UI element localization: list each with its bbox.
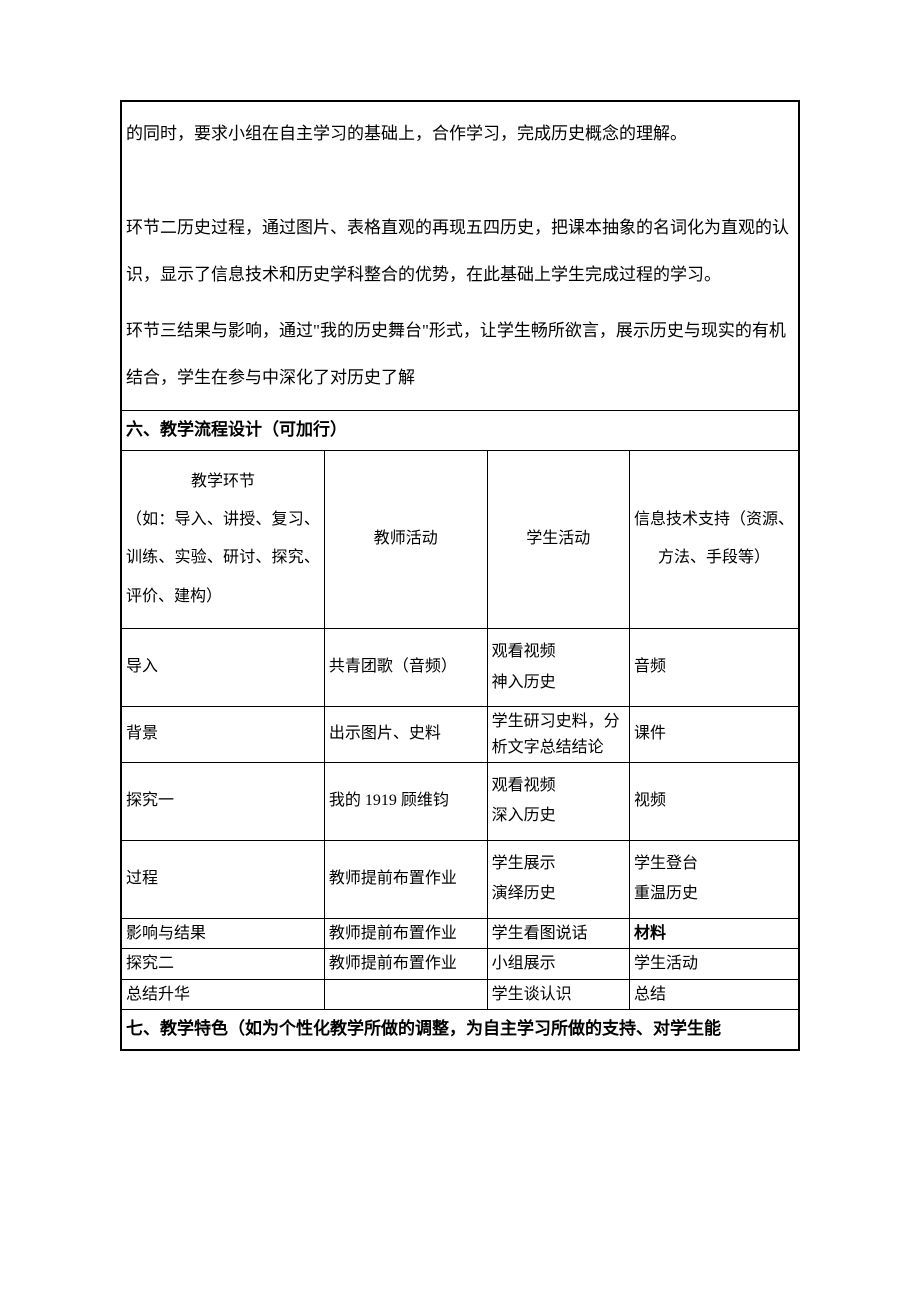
table-row: 过程 教师提前布置作业 学生展示演绎历史 学生登台重温历史 [121,840,799,918]
cell [324,979,487,1010]
cell: 材料 [629,918,799,949]
table-row: 导入 共青团歌（音频） 观看视频神入历史 音频 [121,629,799,707]
cell: 教师提前布置作业 [324,918,487,949]
cell: 课件 [629,706,799,762]
table-row: 探究一 我的 1919 顾维钧 观看视频深入历史 视频 [121,763,799,841]
intro-para-1: 的同时，要求小组在自主学习的基础上，合作学习，完成历史概念的理解。 [126,110,794,158]
cell: 过程 [121,840,324,918]
cell: 教师提前布置作业 [324,840,487,918]
cell: 学生看图说话 [487,918,629,949]
cell: 探究二 [121,949,324,980]
flow-header-row: 教学环节 （如：导入、讲授、复习、训练、实验、研讨、探究、评价、建构） 教师活动… [121,450,799,629]
cell: 视频 [629,763,799,841]
cell: 观看视频神入历史 [487,629,629,707]
cell: 共青团歌（音频） [324,629,487,707]
cell: 学生登台重温历史 [629,840,799,918]
intro-para-2: 环节二历史过程，通过图片、表格直观的再现五四历史，把课本抽象的名词化为直观的认识… [126,204,794,299]
flow-header-col1-line2: （如：导入、讲授、复习、训练、实验、研讨、探究、评价、建构） [126,501,320,616]
cell: 背景 [121,706,324,762]
cell: 学生研习史料，分析文字总结结论 [487,706,629,762]
flow-header-col2: 教师活动 [324,450,487,629]
section-7-title: 七、教学特色（如为个性化教学所做的调整，为自主学习所做的支持、对学生能 [121,1010,799,1050]
cell: 学生活动 [629,949,799,980]
flow-header-col4: 信息技术支持（资源、方法、手段等） [629,450,799,629]
cell: 学生展示演绎历史 [487,840,629,918]
cell: 影响与结果 [121,918,324,949]
cell: 探究一 [121,763,324,841]
section-6-title: 六、教学流程设计（可加行） [121,410,799,450]
cell: 音频 [629,629,799,707]
table-row: 影响与结果 教师提前布置作业 学生看图说话 材料 [121,918,799,949]
table-row: 背景 出示图片、史料 学生研习史料，分析文字总结结论 课件 [121,706,799,762]
intro-para-3: 环节三结果与影响，通过"我的历史舞台"形式，让学生畅所欲言，展示历史与现实的有机… [126,307,794,402]
intro-section: 的同时，要求小组在自主学习的基础上，合作学习，完成历史概念的理解。 环节二历史过… [121,101,799,410]
cell: 小组展示 [487,949,629,980]
cell: 出示图片、史料 [324,706,487,762]
cell: 导入 [121,629,324,707]
cell: 观看视频深入历史 [487,763,629,841]
flow-header-col1-line1: 教学环节 [126,463,320,501]
table-row: 探究二 教师提前布置作业 小组展示 学生活动 [121,949,799,980]
cell: 总结升华 [121,979,324,1010]
cell: 总结 [629,979,799,1010]
cell: 教师提前布置作业 [324,949,487,980]
cell: 我的 1919 顾维钧 [324,763,487,841]
table-row: 总结升华 学生谈认识 总结 [121,979,799,1010]
cell: 学生谈认识 [487,979,629,1010]
document-table: 的同时，要求小组在自主学习的基础上，合作学习，完成历史概念的理解。 环节二历史过… [120,100,800,1051]
flow-header-col1: 教学环节 （如：导入、讲授、复习、训练、实验、研讨、探究、评价、建构） [121,450,324,629]
flow-header-col3: 学生活动 [487,450,629,629]
